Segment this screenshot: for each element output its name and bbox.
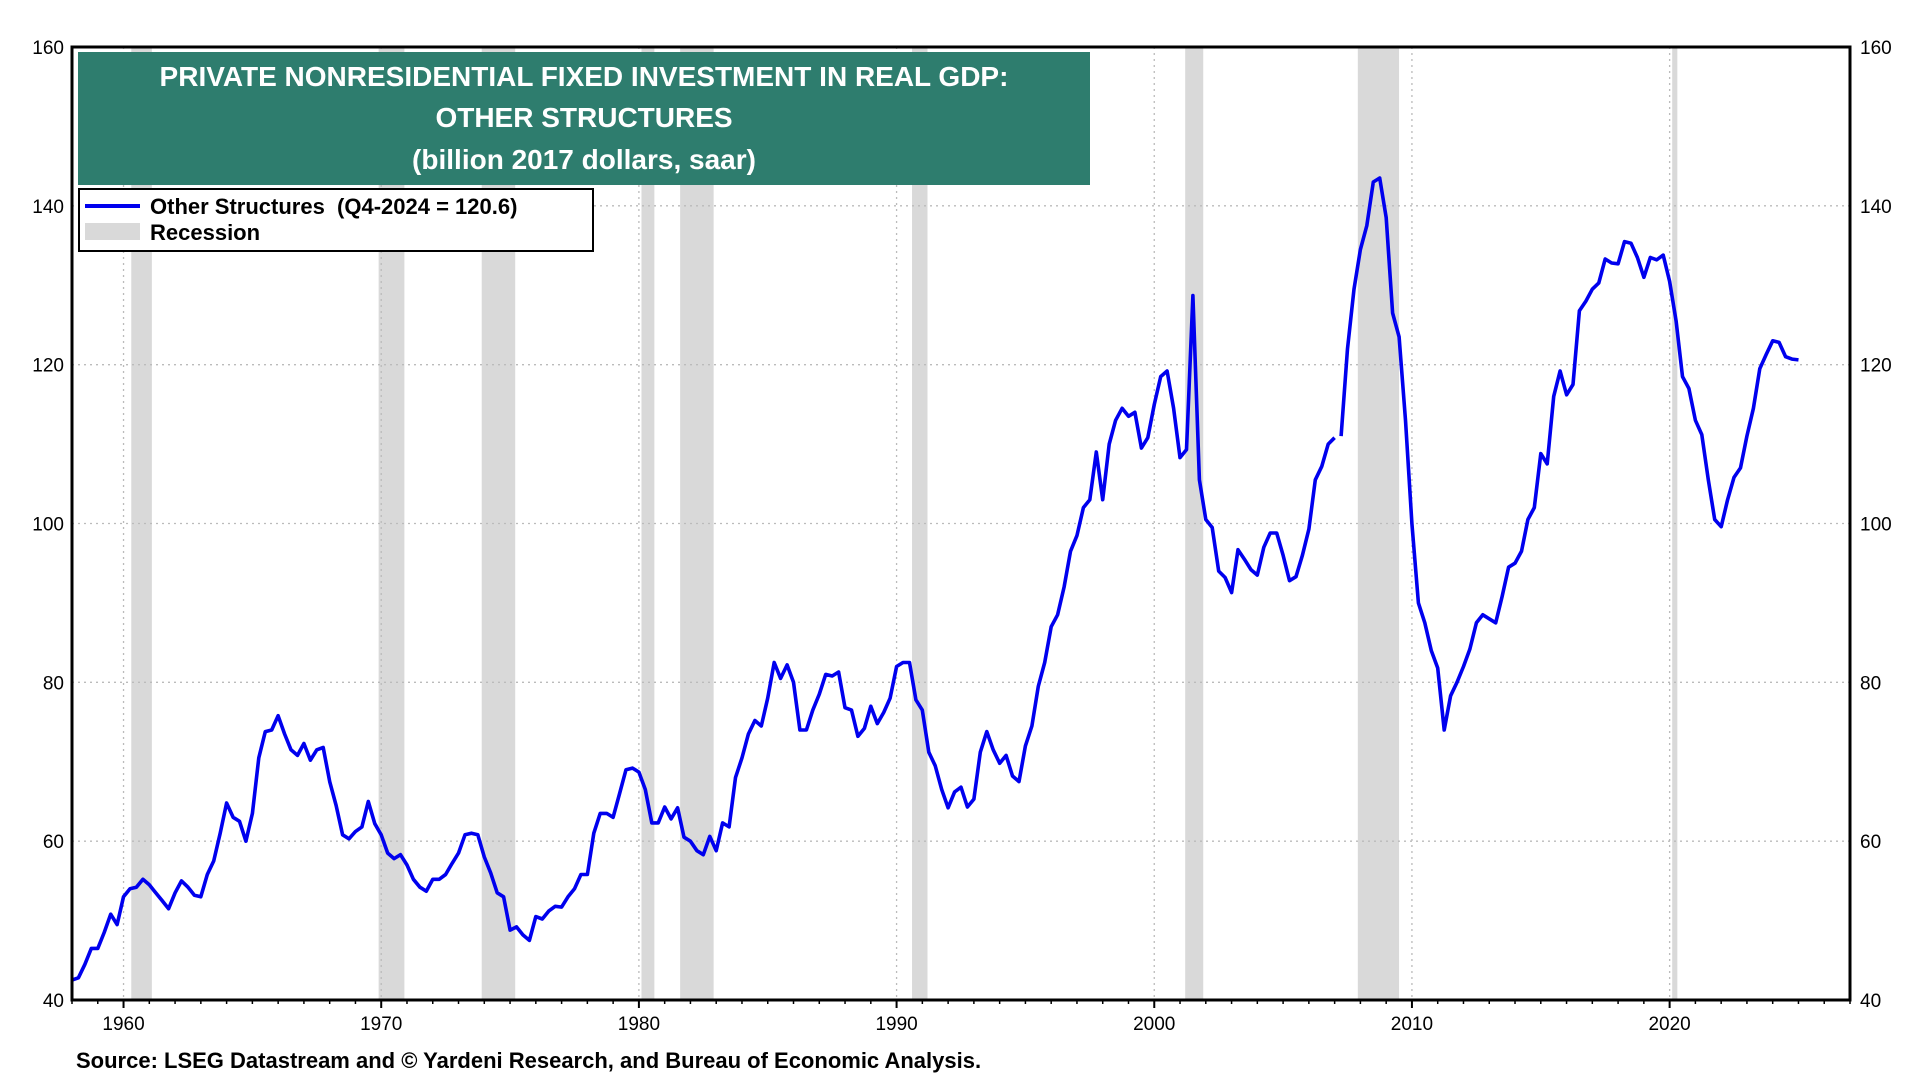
title-background — [78, 52, 1090, 185]
chart-title-line-1: PRIVATE NONRESIDENTIAL FIXED INVESTMENT … — [160, 61, 1009, 92]
y-tick-right-40: 40 — [1860, 991, 1881, 1012]
legend-recession-swatch — [85, 223, 140, 240]
x-tick-1960: 1960 — [102, 1014, 144, 1035]
legend: Other Structures (Q4-2024 = 120.6) Reces… — [78, 188, 594, 252]
series-line-other-structures-1 — [1339, 176, 1799, 732]
x-tick-2020: 2020 — [1648, 1014, 1690, 1035]
legend-recession-label: Recession — [150, 220, 260, 245]
plot-frame — [70, 45, 1852, 1002]
chart-subtitle: (billion 2017 dollars, saar) — [412, 144, 756, 175]
x-tick-2000: 2000 — [1133, 1014, 1175, 1035]
recession-band-0 — [131, 47, 152, 1000]
source-note: Source: LSEG Datastream and © Yardeni Re… — [76, 1048, 981, 1073]
y-tick-right-100: 100 — [1860, 515, 1892, 536]
x-tick-1970: 1970 — [360, 1014, 402, 1035]
y-tick-right-160: 160 — [1860, 38, 1892, 59]
y-tick-right-140: 140 — [1860, 197, 1892, 218]
y-tick-left-80: 80 — [43, 673, 64, 694]
recession-band-3 — [641, 47, 655, 1000]
y-tick-left-140: 140 — [32, 197, 64, 218]
series-line-other-structures-0 — [71, 293, 1336, 982]
y-axis-left: 40 60 80 100 120 140 160 — [32, 38, 64, 1012]
x-tick-2010: 2010 — [1391, 1014, 1433, 1035]
y-tick-left-160: 160 — [32, 38, 64, 59]
y-tick-left-120: 120 — [32, 356, 64, 377]
y-axis-right: 40 60 80 100 120 140 160 — [1860, 38, 1892, 1012]
y-tick-left-40: 40 — [43, 991, 64, 1012]
grid-lines — [72, 47, 1850, 1000]
chart-title-line-2: OTHER STRUCTURES — [435, 102, 732, 133]
legend-series-label: Other Structures (Q4-2024 = 120.6) — [150, 194, 517, 219]
x-tick-1980: 1980 — [618, 1014, 660, 1035]
y-tick-right-60: 60 — [1860, 832, 1881, 853]
series-line-layer — [71, 176, 1799, 982]
y-tick-right-80: 80 — [1860, 673, 1881, 694]
y-tick-right-120: 120 — [1860, 356, 1892, 377]
y-tick-left-60: 60 — [43, 832, 64, 853]
y-tick-left-100: 100 — [32, 515, 64, 536]
x-tick-1990: 1990 — [875, 1014, 917, 1035]
x-axis: 1960 1970 1980 1990 2000 2010 2020 — [71, 1000, 1851, 1035]
title-box: PRIVATE NONRESIDENTIAL FIXED INVESTMENT … — [78, 52, 1090, 185]
legend-box — [78, 188, 594, 252]
